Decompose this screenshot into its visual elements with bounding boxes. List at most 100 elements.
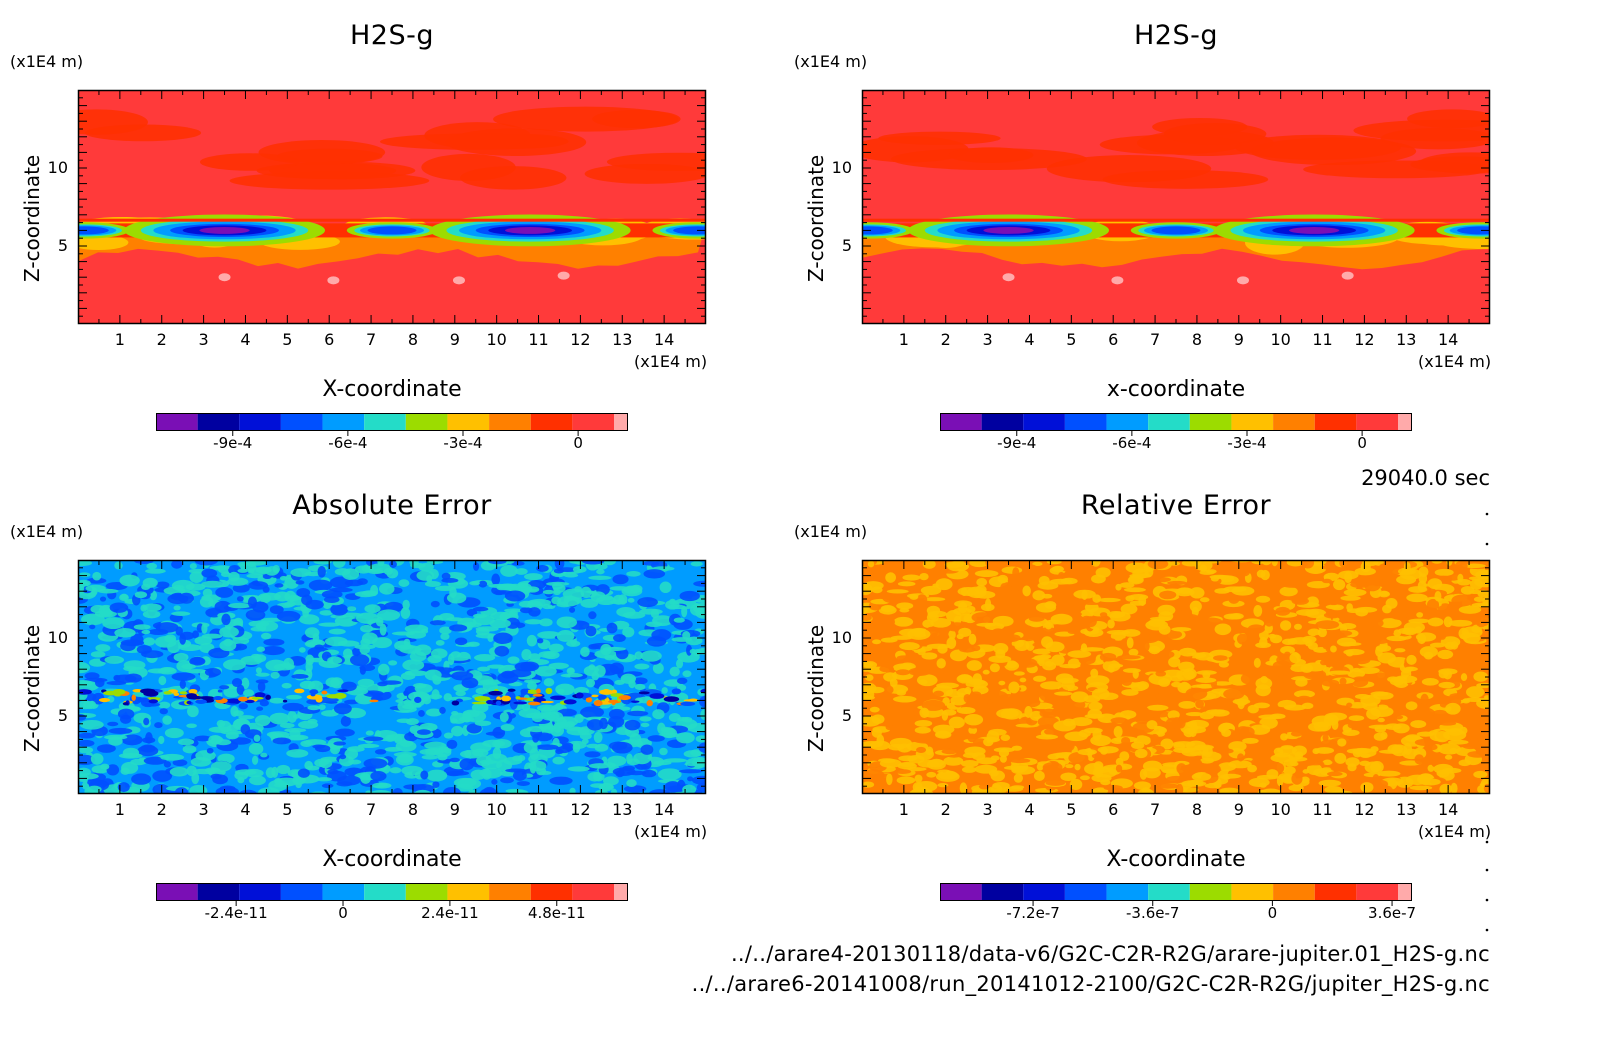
- colorbar-segment: [364, 413, 406, 431]
- chart-title: Absolute Error: [292, 490, 492, 521]
- y-tick-label: 10: [831, 158, 852, 177]
- colorbar-segment: [940, 883, 982, 901]
- colorbar-segment: [1273, 883, 1315, 901]
- x-tick-label: 13: [1396, 800, 1417, 819]
- y-tick-label: 5: [57, 706, 68, 725]
- x-tick-label: 8: [1191, 800, 1203, 819]
- x-tick-label: 10: [1270, 330, 1291, 349]
- chart-title: H2S-g: [349, 20, 435, 51]
- x-tick-label: 9: [449, 330, 460, 349]
- x-tick-label: 7: [365, 800, 377, 819]
- colorbar-segment: [1106, 413, 1149, 431]
- y-tick-label: 10: [47, 628, 68, 647]
- x-tick-label: 12: [1354, 800, 1375, 819]
- colorbar-tick-label: -3.6e-7: [1125, 904, 1180, 922]
- x-tick-label: 2: [156, 330, 167, 349]
- x-tick-label: 4: [240, 330, 251, 349]
- y-tick-label: 10: [831, 628, 852, 647]
- colorbar-tick-label: -9e-4: [213, 434, 253, 452]
- colorbar-segment: [530, 413, 573, 431]
- heatmap-plot: [861, 89, 1491, 325]
- x-tick-label: 11: [1312, 800, 1333, 819]
- x-tick-label: 13: [612, 330, 633, 349]
- colorbar: [940, 413, 1412, 436]
- x-unit-label: (x1E4 m): [1418, 822, 1492, 841]
- x-tick-label: 7: [1149, 800, 1161, 819]
- colorbar-segment: [1356, 883, 1398, 901]
- colorbar-segment: [239, 883, 281, 901]
- colorbar-segment: [405, 413, 448, 431]
- x-tick-label: 11: [1312, 330, 1333, 349]
- x-tick-label: 11: [528, 800, 549, 819]
- colorbar: [156, 413, 628, 436]
- x-tick-label: 12: [1354, 330, 1375, 349]
- x-tick-label: 2: [940, 330, 951, 349]
- colorbar-segment: [447, 883, 490, 901]
- colorbar-tick-label: -7.2e-7: [1006, 904, 1060, 922]
- x-tick-label: 2: [156, 800, 167, 819]
- x-tick-label: 7: [1149, 330, 1161, 349]
- x-tick-label: 1: [114, 800, 125, 819]
- elapsed-time-label: 29040.0 sec: [1361, 466, 1490, 490]
- y-tick-label: 5: [57, 236, 68, 255]
- colorbar-tick-label: -3e-4: [443, 434, 483, 452]
- colorbar-segment: [1231, 413, 1274, 431]
- x-axis-label: X-coordinate: [322, 377, 462, 402]
- y-axis-label: Z-coordinate: [20, 154, 44, 282]
- x-tick-label: 4: [1024, 800, 1035, 819]
- x-tick-label: 10: [486, 800, 507, 819]
- x-tick-label: 4: [1024, 330, 1035, 349]
- colorbar-segment: [156, 413, 198, 431]
- colorbar-segment: [239, 413, 281, 431]
- colorbar-segment: [280, 413, 323, 431]
- y-tick-label: 10: [47, 158, 68, 177]
- x-tick-label: 14: [653, 800, 675, 819]
- x-tick-label: 2: [940, 800, 951, 819]
- colorbar-tick-label: 0: [573, 434, 583, 452]
- x-tick-label: 5: [282, 330, 293, 349]
- y-unit-label: (x1E4 m): [794, 52, 868, 71]
- x-tick-label: 13: [1396, 330, 1417, 349]
- colorbar-segment: [405, 883, 448, 901]
- colorbar-segment: [156, 883, 198, 901]
- heatmap-field: [862, 90, 1490, 324]
- colorbar-segment: [572, 883, 614, 901]
- x-tick-label: 6: [324, 330, 335, 349]
- colorbar-segment: [614, 413, 628, 431]
- x-tick-label: 11: [528, 330, 549, 349]
- x-tick-label: 13: [612, 800, 633, 819]
- y-unit-label: (x1E4 m): [10, 52, 84, 71]
- x-unit-label: (x1E4 m): [634, 352, 708, 371]
- heatmap-field: [78, 560, 706, 794]
- colorbar-segment: [1398, 883, 1412, 901]
- x-tick-label: 8: [407, 800, 419, 819]
- colorbar-segment: [1314, 883, 1357, 901]
- colorbar-segment: [489, 883, 531, 901]
- colorbar-segment: [489, 413, 531, 431]
- colorbar-segment: [1148, 413, 1190, 431]
- colorbar-segment: [1023, 413, 1065, 431]
- colorbar-tick-label: -9e-4: [997, 434, 1037, 452]
- x-tick-label: 3: [198, 330, 209, 349]
- colorbar-segment: [322, 413, 365, 431]
- y-unit-label: (x1E4 m): [10, 522, 84, 541]
- x-tick-label: 5: [1066, 800, 1077, 819]
- colorbar-segment: [981, 883, 1024, 901]
- heatmap-field: [862, 560, 1490, 794]
- y-axis-label: Z-coordinate: [804, 154, 828, 282]
- x-tick-label: 3: [198, 800, 209, 819]
- colorbar-segment: [614, 883, 628, 901]
- x-tick-label: 10: [486, 330, 507, 349]
- colorbar-tick-label: 0: [1267, 904, 1278, 922]
- colorbar-segment: [322, 883, 365, 901]
- x-tick-label: 14: [1437, 330, 1459, 349]
- y-unit-label: (x1E4 m): [794, 522, 868, 541]
- x-tick-label: 9: [1233, 800, 1244, 819]
- heatmap-plot: [861, 559, 1491, 795]
- colorbar-tick-label: -2.4e-11: [204, 904, 268, 922]
- colorbar-segment: [447, 413, 490, 431]
- x-tick-label: 6: [324, 800, 335, 819]
- x-tick-label: 5: [1066, 330, 1077, 349]
- colorbar-segment: [1231, 883, 1274, 901]
- colorbar-segment: [1314, 413, 1357, 431]
